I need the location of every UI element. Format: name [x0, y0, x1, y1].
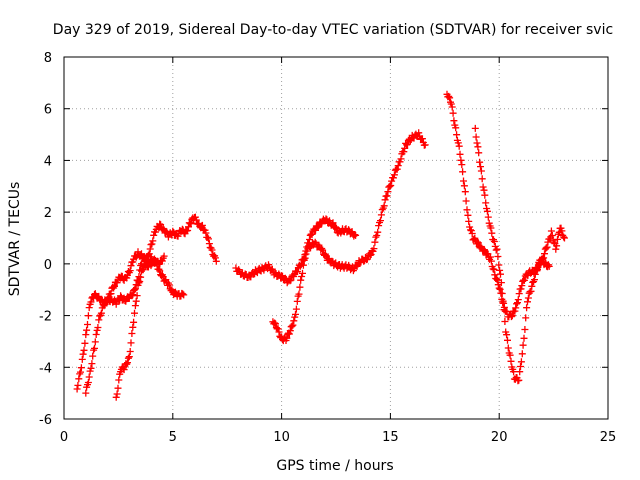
- data-point-markers: [82, 213, 220, 397]
- x-tick-label: 5: [169, 430, 177, 445]
- x-tick-label: 25: [600, 430, 617, 445]
- data-series-arc-6: [443, 90, 568, 321]
- y-axis-label: SDTVAR / TECUs: [7, 182, 23, 297]
- x-tick-label: 15: [382, 430, 399, 445]
- data-points: [73, 90, 568, 401]
- data-point-markers: [232, 129, 429, 287]
- data-point-markers: [269, 215, 360, 345]
- y-tick-label: -4: [39, 361, 52, 376]
- plot-frame: [63, 56, 609, 420]
- grid-lines: [64, 57, 608, 419]
- x-tick-label: 0: [60, 430, 68, 445]
- data-series-arc-7: [471, 124, 553, 385]
- x-axis-label: GPS time / hours: [276, 458, 393, 474]
- data-point-markers: [443, 90, 568, 321]
- chart-title: Day 329 of 2019, Sidereal Day-to-day VTE…: [53, 22, 613, 38]
- x-tick-label: 20: [491, 430, 508, 445]
- y-tick-label: 8: [44, 51, 52, 66]
- y-tick-label: 2: [44, 206, 52, 221]
- data-series-arc-4: [232, 129, 429, 287]
- y-tick-label: 4: [44, 154, 52, 169]
- y-tick-label: -6: [39, 413, 52, 428]
- y-tick-label: 0: [44, 258, 52, 273]
- axis-ticks: 0 5 10 15 20 25 -6 -4 -2 0 2 4 6 8: [39, 51, 616, 445]
- data-series-arc-3: [112, 252, 168, 401]
- data-point-markers: [112, 252, 168, 401]
- data-series-arc-1: [73, 254, 188, 393]
- y-tick-label: -2: [39, 310, 52, 325]
- y-tick-label: 6: [44, 103, 52, 118]
- data-series-arc-5: [269, 215, 360, 345]
- x-tick-label: 10: [273, 430, 290, 445]
- data-point-markers: [471, 124, 553, 385]
- data-series-arc-2: [82, 213, 220, 397]
- data-point-markers: [73, 254, 188, 393]
